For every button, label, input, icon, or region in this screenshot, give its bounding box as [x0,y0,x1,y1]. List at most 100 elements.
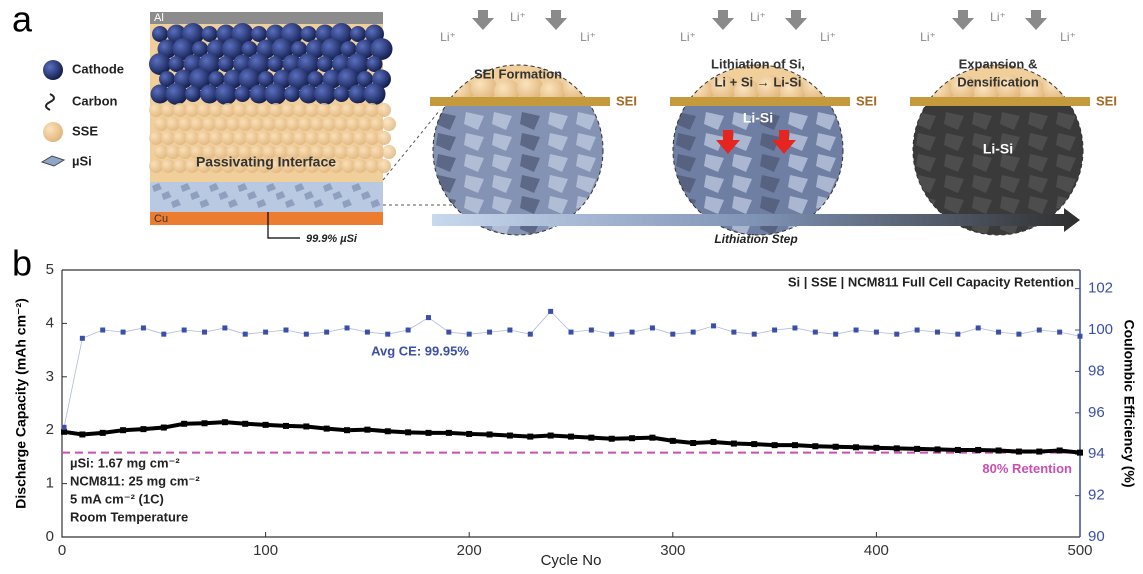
sse-particle [305,103,319,117]
sse-particle [305,131,319,145]
data-point [975,446,982,453]
si-grain [760,112,780,130]
x-tick-label: 100 [253,542,278,559]
si-grain [520,196,540,214]
data-point [405,327,411,333]
si-grain [1056,112,1076,130]
y2-tick-label: 90 [1088,528,1105,545]
si-grain [436,154,456,172]
si-grain [576,112,596,130]
sse-particle [185,131,199,145]
cathode-particle [307,71,324,87]
ion-label: Li⁺ [990,10,1006,24]
sse-particle [310,145,324,159]
data-point [527,331,533,337]
data-point [934,329,940,335]
data-point [731,329,737,335]
data-point [161,331,167,337]
data-point [975,325,981,331]
si-grain [548,175,568,193]
sse-particle [274,117,288,131]
sse-particle [221,131,235,145]
sse-particle [269,103,283,117]
data-point [588,434,595,441]
sse-particle [197,131,211,145]
sse-particle [353,159,367,173]
si-grain [492,175,512,193]
ion-arrow [472,10,494,30]
legend-label: µSi [72,153,92,168]
data-point [894,331,900,337]
sse-particle [757,75,783,101]
data-point [710,438,717,445]
data-point [506,432,513,439]
series-line [63,310,1081,428]
data-point [751,331,757,337]
data-point [283,327,289,333]
legend-icon [43,60,63,80]
si-grain [576,175,596,193]
sse-particle [209,131,223,145]
si-grain [972,196,992,214]
si-grain [732,133,752,151]
si-grain [972,133,992,151]
core-label: Li-Si [743,110,773,126]
ion-label: Li⁺ [580,30,596,44]
cathode-particle [288,68,310,90]
si-particle [199,199,210,208]
sse-particle [310,117,324,131]
data-point [181,420,188,427]
cathode-particle [218,56,234,72]
sse-particle [322,145,336,159]
y2-tick-label: 102 [1088,280,1113,297]
si-grain [760,133,780,151]
data-point [955,331,961,337]
sse-particle [262,145,276,159]
data-point [324,329,330,335]
data-point [934,446,941,453]
si-grain [732,196,752,214]
sse-particle [214,145,228,159]
ion-arrow [952,10,974,30]
data-point [649,434,656,441]
sse-particle [370,117,384,131]
sse-particle [334,117,348,131]
si-grain [944,175,964,193]
si-grain [944,196,964,214]
stage-outline [432,64,604,236]
si-particle [342,199,352,208]
cathode-particle [337,68,360,90]
data-point [486,431,493,438]
si-grain [520,175,540,193]
data-point [181,327,187,333]
si-grain [1000,196,1020,214]
sse-particle [250,117,264,131]
data-point [1077,449,1083,456]
data-point [222,325,228,331]
sse-particle [202,117,216,131]
data-point [914,327,920,333]
data-point [384,428,391,435]
si-particle [171,199,181,208]
sse-particle [317,131,331,145]
data-point [730,440,737,447]
sse-particle [161,131,175,145]
sse-particle [298,145,312,159]
sse-particle [209,103,223,117]
data-point [954,446,961,453]
sse-particle [173,131,187,145]
data-point [649,325,655,331]
sse-particle [377,103,391,117]
sse-particle [322,117,336,131]
condition-text: µSi: 1.67 mg cm⁻² [70,455,180,470]
si-grain [816,154,836,172]
y2-axis-label: Coulombic Efficiency (%) [1121,319,1137,487]
si-grain [548,112,568,130]
si-grain [464,196,484,214]
data-point [487,329,493,335]
cathode-particle [189,68,211,90]
si-grain [676,112,696,130]
interface-label: Passivating Interface [196,154,336,170]
sse-particle [269,159,283,173]
sse-particle [221,159,235,173]
